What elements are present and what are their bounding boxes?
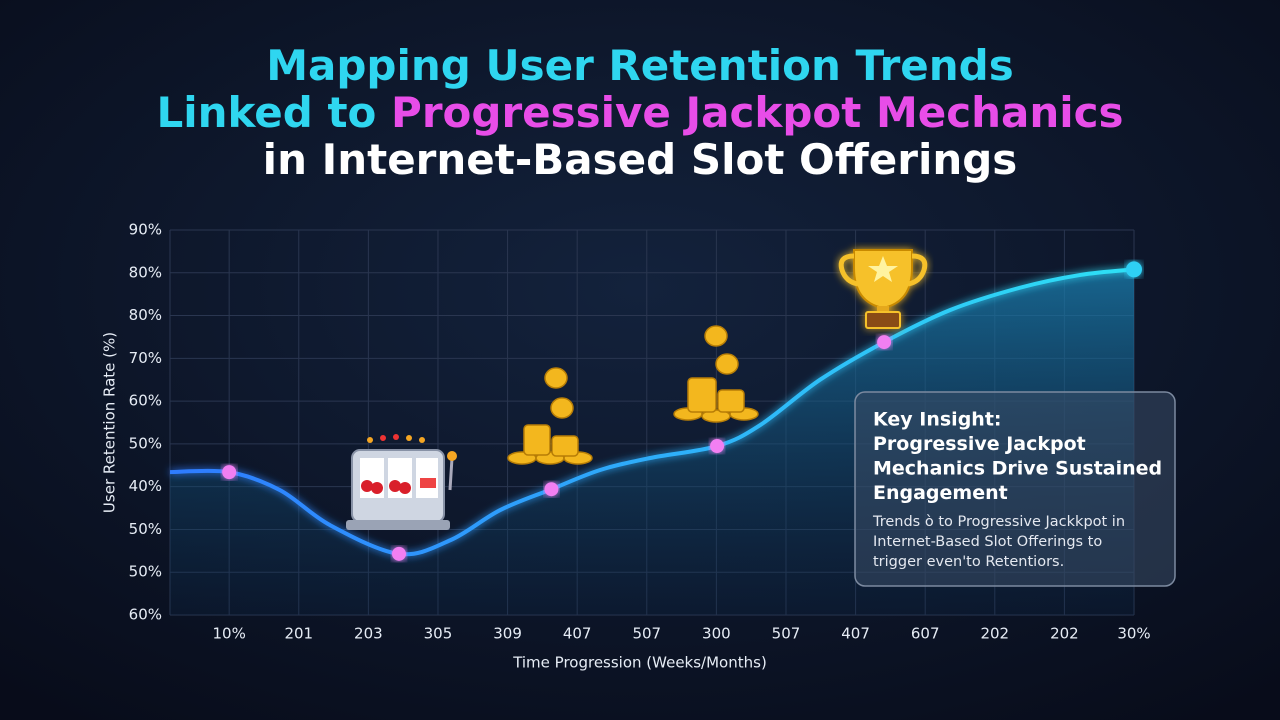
insight-body: Trends ò to Progressive Jackkpot in — [872, 514, 1125, 530]
y-tick-label: 40% — [129, 477, 162, 495]
x-axis-label: Time Progression (Weeks/Months) — [512, 654, 767, 672]
x-tick-label: 309 — [493, 625, 522, 643]
title-line: Linked to Progressive Jackpot Mechanics — [156, 88, 1123, 137]
point — [877, 335, 892, 350]
slot-machine-icon — [346, 434, 457, 530]
point — [544, 482, 559, 497]
x-tick-label: 300 — [702, 625, 731, 643]
x-tick-label: 10% — [212, 625, 245, 643]
y-tick-label: 70% — [129, 349, 162, 367]
x-tick-label: 202 — [1050, 625, 1079, 643]
insight-text: Key Insight:Progressive Jackpot Mechanics… — [872, 409, 1162, 571]
x-tick-label: 201 — [284, 625, 313, 643]
y-tick-label: 50% — [129, 520, 162, 538]
y-tick-label: 90% — [129, 221, 162, 239]
x-tick-label: 203 — [354, 625, 383, 643]
y-tick-label: 80% — [129, 306, 162, 324]
y-tick-label: 60% — [129, 392, 162, 410]
insight-body: trigger even'to Retentiors. — [873, 554, 1064, 570]
title-segment: Progressive Jackpot Mechanics — [391, 88, 1124, 137]
x-tick-label: 507 — [772, 625, 801, 643]
x-tick-label: 507 — [632, 625, 661, 643]
y-axis-label: User Retention Rate (%) — [101, 332, 119, 513]
title-line: in Internet-Based Slot Offerings — [263, 135, 1018, 184]
trophy-icon — [838, 249, 928, 329]
title-line: Mapping User Retention Trends — [266, 41, 1014, 90]
y-tick-label: 50% — [129, 563, 162, 581]
y-tick-label: 60% — [129, 606, 162, 624]
title-segment: Mapping User Retention Trends — [266, 41, 1014, 90]
insight-heading: Engagement — [873, 482, 1008, 504]
title-segment: Linked to — [156, 88, 391, 137]
line — [169, 267, 1135, 557]
y-tick-label: 50% — [129, 434, 162, 452]
point — [222, 465, 237, 480]
insight-heading: Key Insight: — [873, 409, 1002, 431]
point — [710, 439, 725, 454]
x-tick-label: 607 — [911, 625, 940, 643]
insight-heading: Mechanics Drive Sustained — [873, 458, 1162, 480]
coins-icon — [507, 325, 759, 465]
insight-body: Internet-Based Slot Offerings to — [873, 534, 1102, 550]
insight-box — [854, 391, 1176, 587]
title-segment: in Internet-Based Slot Offerings — [263, 135, 1018, 184]
point — [1126, 261, 1142, 278]
x-tick-label: 305 — [424, 625, 453, 643]
insight-heading: Progressive Jackpot — [873, 433, 1086, 455]
x-tick-label: 202 — [980, 625, 1009, 643]
x-tick-label: 407 — [841, 625, 870, 643]
y-tick-label: 80% — [129, 263, 162, 281]
x-tick-label: 407 — [563, 625, 592, 643]
point — [391, 546, 406, 561]
x-tick-label: 30% — [1117, 625, 1150, 643]
